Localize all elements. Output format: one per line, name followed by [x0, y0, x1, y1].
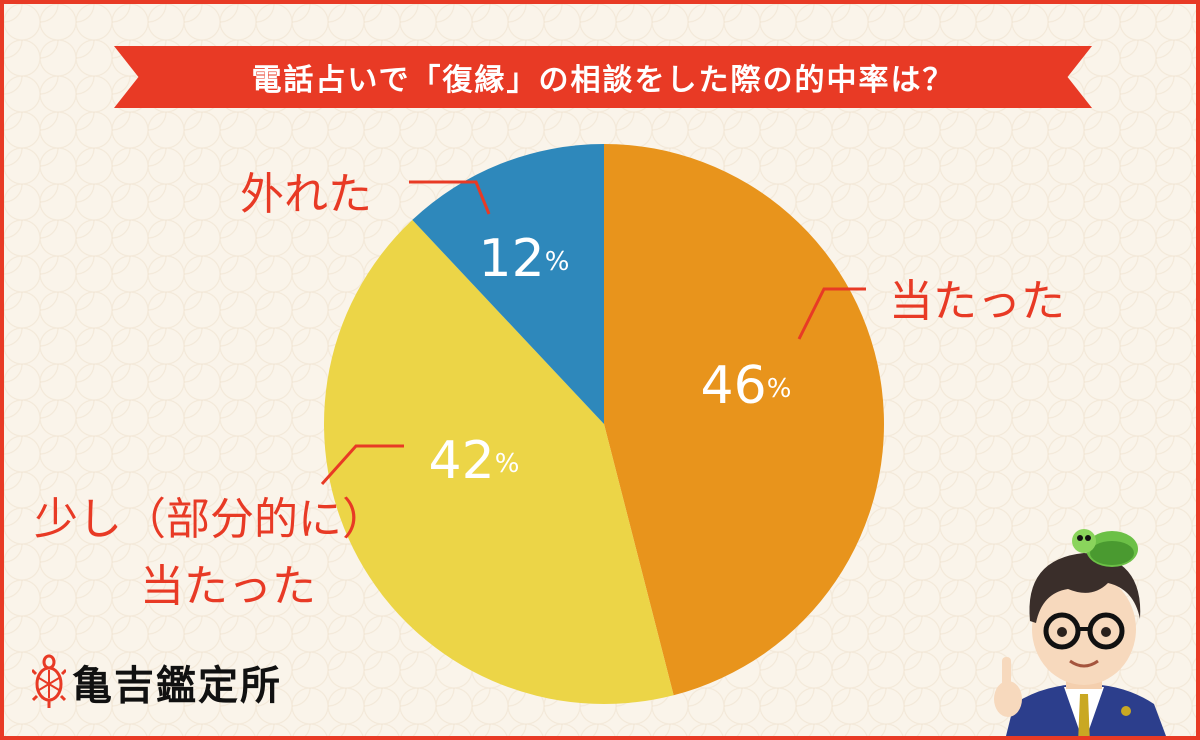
data-label-2: 12%	[479, 229, 570, 289]
leader-line-1	[320, 444, 404, 486]
data-label-1: 42%	[429, 431, 520, 491]
category-label-1-line-0: 少し（部分的に）	[34, 494, 386, 545]
logo-text: 亀吉鑑定所	[72, 662, 282, 709]
leader-line-0	[797, 287, 866, 340]
data-label-0: 46%	[701, 356, 792, 416]
title-banner: 電話占いで「復縁」の相談をした際の的中率は？	[114, 46, 1092, 108]
fortune-teller-with-turtle-illustration	[994, 529, 1166, 736]
slice-0	[604, 144, 885, 696]
category-label-0: 当たった	[889, 276, 1065, 327]
slice-1	[323, 219, 674, 705]
chart-title: 電話占いで「復縁」の相談をした際の的中率は？	[251, 63, 955, 98]
leader-line-2	[409, 180, 491, 215]
category-label-1-line-1: 当たった	[140, 561, 316, 612]
slice-2	[412, 144, 604, 424]
turtle-icon	[32, 654, 66, 708]
pie-chart: 46% 当たった 42% 少し（部分的に） 当たった 12% 外れた	[34, 144, 1065, 705]
brand-logo: 亀吉鑑定所	[32, 652, 282, 712]
category-label-2: 外れた	[240, 169, 372, 220]
